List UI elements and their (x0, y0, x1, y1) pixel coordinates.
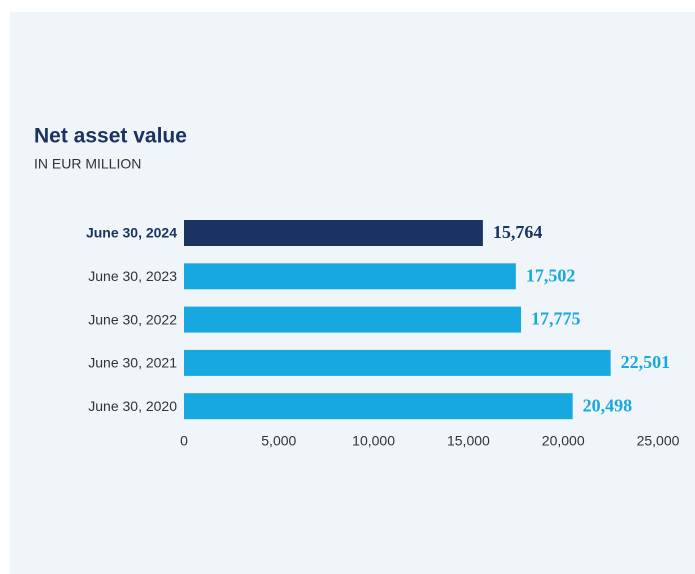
value-label: 17,502 (526, 265, 576, 285)
bar (184, 306, 522, 333)
value-label: 15,764 (493, 222, 543, 242)
x-tick-label: 0 (180, 433, 188, 449)
y-tick-label: June 30, 2020 (88, 398, 177, 414)
bar (184, 393, 573, 420)
x-tick-label: 25,000 (637, 433, 680, 449)
value-label: 22,501 (621, 352, 671, 372)
value-label: 20,498 (583, 395, 633, 415)
panel (10, 12, 695, 574)
y-tick-label: June 30, 2023 (88, 268, 177, 284)
bar (184, 349, 611, 376)
y-tick-label: June 30, 2024 (86, 225, 177, 241)
x-tick-label: 20,000 (542, 433, 585, 449)
bar (184, 220, 483, 246)
chart-title: Net asset value (34, 125, 187, 148)
x-tick-label: 10,000 (352, 433, 395, 449)
chart-subtitle: IN EUR MILLION (34, 156, 141, 172)
bar (184, 263, 516, 290)
y-tick-label: June 30, 2022 (88, 311, 177, 327)
x-tick-label: 5,000 (261, 433, 296, 449)
value-label: 17,775 (531, 309, 581, 329)
x-tick-label: 15,000 (447, 433, 490, 449)
y-tick-label: June 30, 2021 (88, 355, 177, 371)
